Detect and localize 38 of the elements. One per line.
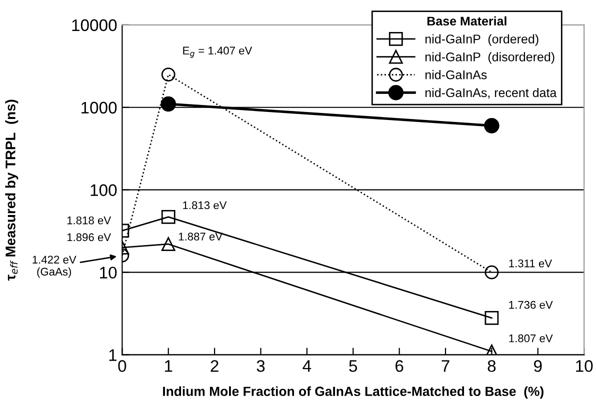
x-tick-label: 4 xyxy=(302,360,312,372)
x-tick-label: 2 xyxy=(210,360,218,372)
annotation: 1.736 eV xyxy=(509,300,553,309)
annotation: 1.813 eV xyxy=(183,201,227,210)
annotation: 1.422 eV (GaAs) xyxy=(32,256,76,278)
y-axis-title: τ$_{eff}$ Measured by TRPL (ns) xyxy=(5,100,18,281)
x-tick-label: 10 xyxy=(576,360,593,372)
point xyxy=(161,210,176,224)
x-tick-label: 3 xyxy=(256,360,265,372)
x-tick-label: 6 xyxy=(396,360,404,372)
y-tick-label: 10 xyxy=(100,266,117,279)
point xyxy=(484,265,499,280)
x-tick-label: 7 xyxy=(442,360,450,372)
legend-title: Base Material xyxy=(427,16,506,26)
y-tick-label: 1000 xyxy=(82,102,117,114)
annotation: 1.311 eV xyxy=(509,260,552,268)
annotation: E$_{g}$ = 1.407 eV xyxy=(183,46,252,58)
legend-label: nid-GaInAs xyxy=(425,70,487,80)
x-axis-title: Indium Mole Fraction of GaInAs Lattice-Matched to Base (%) xyxy=(163,386,544,399)
point xyxy=(161,68,176,82)
legend-label: nid-GaInP (disordered) xyxy=(425,52,554,64)
legend-label: nid-GaInAs, recent data xyxy=(425,88,557,99)
point xyxy=(484,118,500,134)
x-tick-label: 1 xyxy=(165,360,172,372)
point xyxy=(160,96,176,112)
legend-label: nid-GaInP (ordered) xyxy=(425,34,538,46)
annotation: 1.807 eV xyxy=(509,334,553,342)
x-tick-label: 8 xyxy=(488,360,496,372)
x-tick-label: 9 xyxy=(534,360,542,372)
annotation: 1.887 eV xyxy=(178,232,223,241)
y-tick-label: 10000 xyxy=(72,19,117,32)
annotation: 1.818 eV xyxy=(67,216,112,224)
y-tick-label: 1 xyxy=(109,349,117,361)
y-tick-label: 100 xyxy=(90,184,117,196)
x-tick-label: 5 xyxy=(349,360,358,372)
x-tick-label: 0 xyxy=(118,360,126,372)
annotation: 1.896 eV xyxy=(67,233,112,242)
point xyxy=(484,311,499,325)
